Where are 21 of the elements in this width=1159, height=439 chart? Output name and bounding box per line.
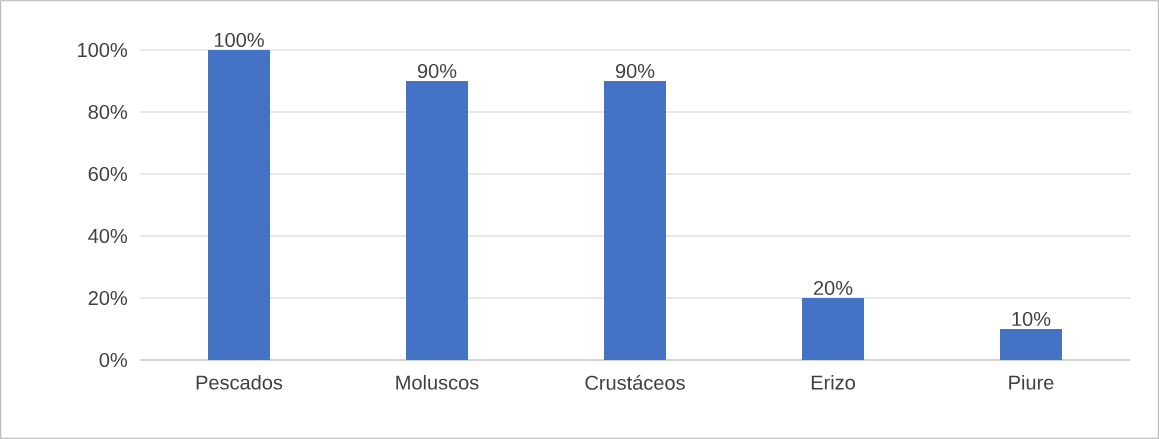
y-tick-label: 20%: [88, 290, 128, 306]
data-label: 20%: [813, 280, 853, 296]
data-label: 90%: [615, 63, 655, 79]
bar: [406, 81, 469, 360]
x-tick-label: Crustáceos: [585, 374, 685, 390]
y-tick-label: 100%: [78, 42, 128, 58]
x-tick-label: Moluscos: [396, 374, 479, 390]
bar: [1000, 329, 1063, 360]
y-tick-label: 0%: [99, 352, 128, 368]
data-label: 10%: [1012, 311, 1051, 327]
data-label: 90%: [417, 63, 457, 79]
y-tick-label: 40%: [88, 228, 128, 244]
x-tick-label: Piure: [1009, 374, 1054, 390]
bar: [802, 298, 865, 360]
bar: [208, 49, 271, 360]
y-tick-label: 80%: [88, 104, 128, 120]
bar: [604, 81, 667, 360]
data-label: 100%: [214, 32, 264, 48]
x-tick-label: Erizo: [811, 374, 855, 390]
x-tick-label: Pescados: [196, 374, 283, 390]
y-tick-label: 60%: [88, 166, 128, 182]
